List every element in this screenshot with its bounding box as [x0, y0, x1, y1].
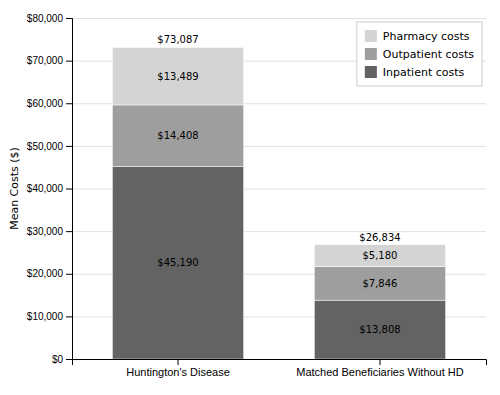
total-label: $26,834 [359, 232, 400, 243]
legend-swatch [365, 66, 377, 78]
tick-mark [66, 231, 72, 232]
legend-item: Pharmacy costs [365, 30, 470, 43]
bar-segment [314, 300, 445, 359]
tick-label: $40,000 [27, 183, 64, 194]
legend-swatch [365, 48, 377, 60]
legend-box [357, 22, 482, 86]
x-axis: Huntington's Disease Matched Beneficiarie… [73, 359, 487, 378]
tick: Huntington's Disease [126, 359, 230, 378]
tick-mark [66, 18, 72, 19]
data-label: $5,180 [362, 250, 397, 261]
bar-segment [314, 245, 445, 267]
chart: $45,190 $13,808 $14,408 $7,846 $13,489 $5,180… [0, 0, 500, 395]
tick: $20,000 [27, 268, 72, 279]
bar-segment [112, 47, 243, 104]
tick: Matched Beneficiaries Without HD [296, 359, 464, 378]
tick-mark [66, 274, 72, 275]
legend-label: Inpatient costs [383, 66, 465, 79]
tick-label: $20,000 [27, 268, 64, 279]
legend: Pharmacy costs Outpatient costs Inpatient … [357, 22, 482, 86]
total-label: $73,087 [157, 34, 198, 45]
tick-label: $70,000 [27, 55, 64, 66]
tick: $0 [52, 354, 72, 365]
y-axis: $0 $10,000 $20,000 $30,000 $40,000 $50,000 $60… [27, 13, 73, 365]
tick: $50,000 [27, 141, 72, 152]
tick: $40,000 [27, 183, 72, 194]
data-label: $13,808 [359, 324, 400, 335]
tick-label: $0 [52, 354, 64, 365]
tick: $10,000 [27, 311, 72, 322]
legend-item: Outpatient costs [365, 48, 474, 61]
grid-line [72, 18, 486, 19]
tick-mark [66, 316, 72, 317]
tick-mark [66, 103, 72, 104]
tick-label: $10,000 [27, 311, 64, 322]
tick-mark [178, 359, 179, 365]
grid [72, 19, 486, 360]
data-label: $45,190 [157, 257, 198, 268]
tick: $60,000 [27, 98, 72, 109]
tick: $80,000 [27, 13, 72, 24]
grid-tick [72, 18, 486, 19]
tick: $70,000 [27, 55, 72, 66]
bar-segment [314, 267, 445, 300]
bar-segment [112, 105, 243, 166]
tick-mark [66, 146, 72, 147]
tick-label: $50,000 [27, 141, 64, 152]
tick-label: $80,000 [27, 13, 64, 24]
tick-mark [66, 189, 72, 190]
legend-item: Inpatient costs [365, 66, 465, 79]
tick-label: Huntington's Disease [126, 366, 230, 378]
series [112, 166, 445, 359]
tick: $30,000 [27, 226, 72, 237]
tick-mark [379, 359, 380, 365]
plot: $45,190 $13,808 $14,408 $7,846 $13,489 $5,180… [27, 13, 487, 378]
legend-swatch [365, 30, 377, 42]
data-label: $14,408 [157, 130, 198, 141]
data-label: $7,846 [362, 278, 397, 289]
tick-label: Matched Beneficiaries Without HD [296, 366, 464, 378]
axis-line [66, 19, 73, 360]
legend-label: Outpatient costs [383, 48, 474, 61]
bars [112, 47, 445, 359]
tick-mark [66, 61, 72, 62]
series [112, 105, 445, 300]
tick-label: $30,000 [27, 226, 64, 237]
bar-segment [112, 166, 243, 359]
axis-line [73, 360, 487, 366]
data-label: $13,489 [157, 71, 198, 82]
tick-mark [66, 359, 72, 360]
legend-label: Pharmacy costs [383, 30, 470, 43]
axis-title: Mean Costs ($) [8, 147, 21, 230]
tick-label: $60,000 [27, 98, 64, 109]
